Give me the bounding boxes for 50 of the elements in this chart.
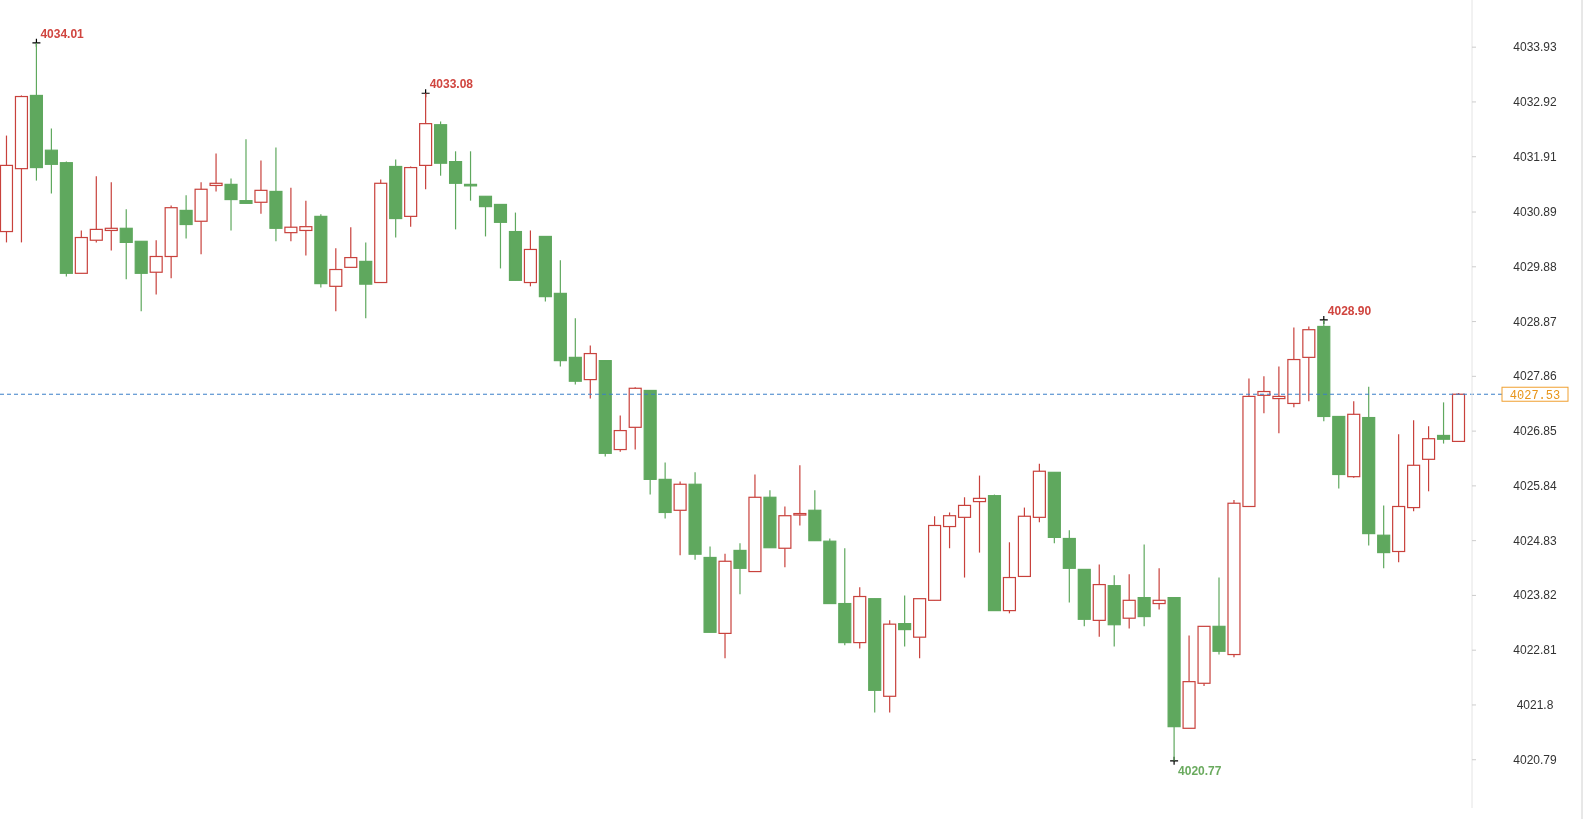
y-tick-label: 4028.87 [1513, 314, 1558, 329]
annotation: 4034.01 [40, 26, 85, 41]
candlestick [463, 150, 478, 202]
candlestick [224, 177, 238, 232]
y-tick-label: 4030.89 [1513, 205, 1558, 220]
candlestick [478, 195, 493, 238]
candlestick [613, 414, 627, 453]
y-tick-label: 4025.84 [1513, 478, 1558, 493]
candlestick [149, 239, 163, 296]
annotation: 4028.90 [1327, 303, 1372, 318]
y-tick-label: 4033.93 [1513, 40, 1558, 55]
candlestick [359, 241, 373, 319]
candlestick [89, 175, 103, 243]
candlestick [239, 138, 253, 204]
y-tick-label: 4031.91 [1513, 149, 1558, 164]
y-tick-label: 4021.8 [1516, 697, 1554, 712]
candlestick [1436, 401, 1451, 445]
candlestick [1122, 573, 1136, 630]
candlestick [733, 542, 747, 595]
candlestick [1377, 504, 1391, 569]
candlestick [1137, 543, 1151, 627]
candlestick [568, 317, 582, 386]
candlestick [1152, 567, 1166, 611]
candlestick [448, 150, 463, 230]
candlestick [104, 181, 118, 252]
candlestick [209, 152, 223, 193]
y-tick-label: 4026.85 [1513, 424, 1558, 439]
candlestick [942, 511, 957, 549]
candlestick [254, 159, 268, 215]
annotation: 4020.77 [1178, 763, 1222, 778]
candlestick [44, 127, 58, 195]
candlestick [493, 203, 508, 270]
y-tick-label: 4027.86 [1513, 369, 1558, 384]
y-tick-label: 4020.79 [1513, 752, 1558, 767]
candlestick [119, 208, 133, 280]
candlestick [179, 194, 193, 240]
y-tick-label: 4022.81 [1513, 643, 1558, 658]
y-tick-label: 4024.83 [1513, 533, 1558, 548]
candlestick [898, 594, 912, 647]
ref-line-label: 4027.53 [1509, 388, 1561, 403]
candlestick [972, 474, 987, 554]
candlestick [957, 496, 972, 579]
y-tick-label: 4029.88 [1513, 259, 1558, 274]
candlestick [329, 247, 343, 312]
candlestick [1257, 375, 1271, 414]
candlestick [344, 226, 358, 268]
candlestick [1421, 425, 1436, 492]
annotation: 4033.08 [429, 77, 474, 92]
y-tick-label: 4032.92 [1513, 94, 1558, 109]
y-tick-label: 4023.82 [1513, 588, 1558, 603]
